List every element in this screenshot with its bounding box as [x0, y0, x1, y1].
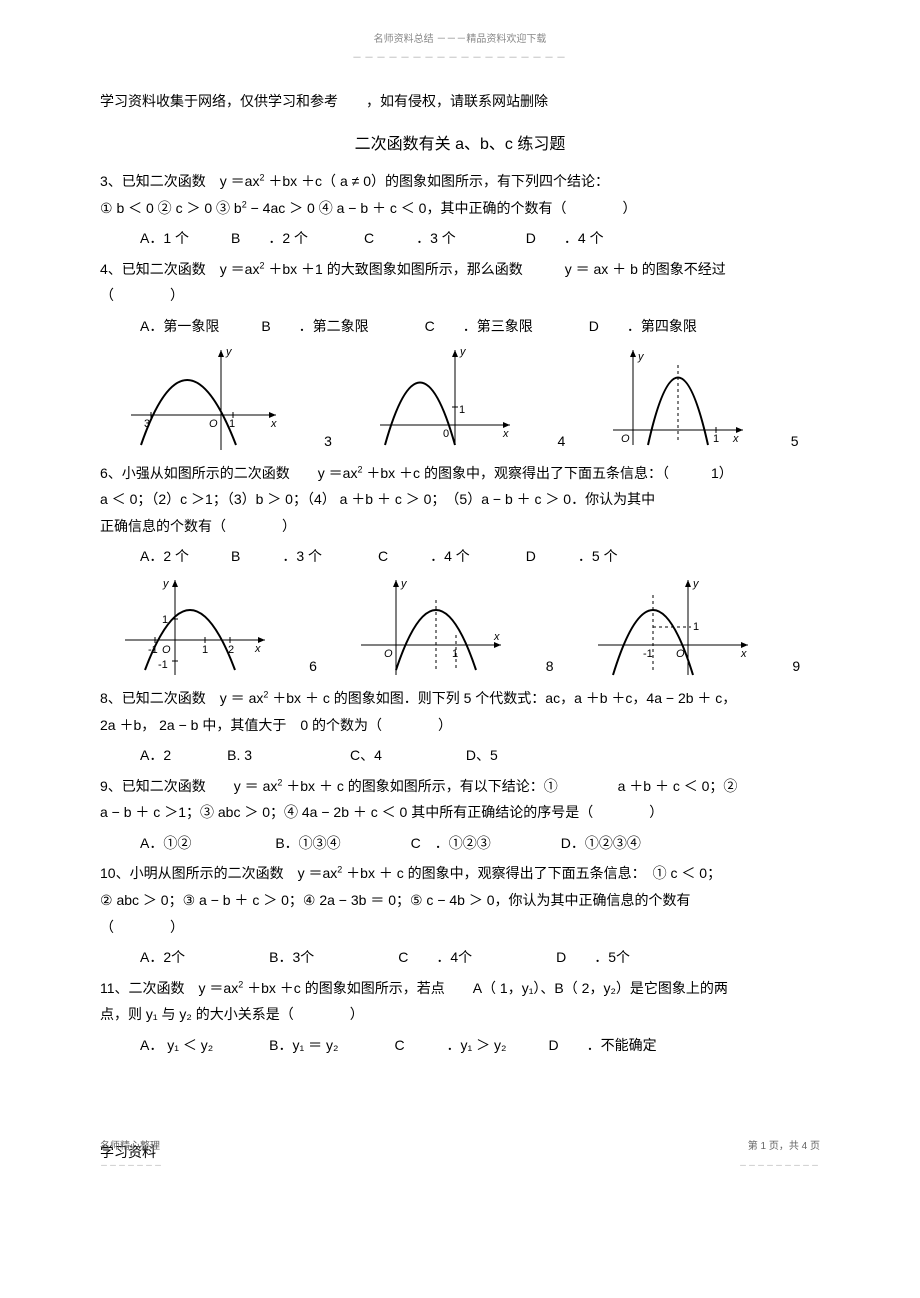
question-3: 3、已知二次函数 y ＝ax2 ＋bx ＋c（ a ≠ 0）的图象如图所示，有下…	[100, 168, 820, 221]
q4-text-c: （ ）	[100, 287, 184, 303]
q10-text-a: 10、小明从图所示的二次函数 y ＝ax	[100, 865, 337, 881]
chart-6-label: 6	[309, 653, 317, 680]
svg-text:O: O	[162, 644, 171, 656]
q3-text-a: 3、已知二次函数 y ＝ax	[100, 173, 259, 189]
q10-options: A．2个 B．3个 C ．4个 D ．5个	[100, 944, 820, 971]
svg-text:-1: -1	[158, 659, 168, 671]
q8-options: A．2 B. 3 C、4 D、5	[100, 742, 820, 769]
svg-text:1: 1	[713, 433, 719, 445]
copyright-notice: 学习资料收集于网络，仅供学习和参考 ，如有侵权，请联系网站删除	[100, 88, 820, 115]
chart-3-label: 3	[324, 428, 332, 455]
chart-5: y x O 1	[608, 345, 748, 455]
svg-text:O: O	[676, 648, 685, 660]
question-8: 8、已知二次函数 y ＝ ax2 ＋bx ＋ c 的图象如图．则下列 5 个代数…	[100, 685, 820, 738]
svg-text:x: x	[502, 428, 509, 440]
svg-text:x: x	[254, 643, 261, 655]
svg-text:1: 1	[202, 644, 208, 656]
q11-options: A． y₁ ＜ y₂ B．y₁ ＝ y₂ C ．y₁ ＞ y₂ D ．不能确定	[100, 1032, 820, 1059]
svg-text:2: 2	[228, 644, 234, 656]
header-dots: －－－－－－－－－－－－－－－－－－	[352, 53, 568, 64]
svg-text:-1: -1	[148, 644, 158, 656]
svg-text:x: x	[740, 648, 747, 660]
header-summary: 名师资料总结 －－－精品资料欢迎下载	[374, 34, 547, 45]
chart-4: y x 0 1	[375, 345, 515, 455]
q4-options: A．第一象限 B ．第二象限 C ．第三象限 D ．第四象限	[100, 313, 820, 340]
q8-text-a: 8、已知二次函数 y ＝ ax	[100, 690, 263, 706]
chart-9-label: 9	[792, 653, 800, 680]
svg-text:3: 3	[144, 418, 150, 430]
footer-right-dots: －－－－－－－－－	[739, 1161, 820, 1170]
chart-8: y x O 1	[356, 575, 506, 680]
q8-text-b: ＋bx ＋ c 的图象如图．则下列 5 个代数式：ac，a ＋b ＋c，4a −…	[268, 690, 736, 706]
q6-text-b: ＋bx ＋c 的图象中，观察得出了下面五条信息：（ 1）	[362, 465, 732, 481]
footer-left-dots: －－－－－－－	[100, 1161, 163, 1170]
svg-text:y: y	[459, 346, 467, 358]
svg-text:y: y	[225, 346, 233, 358]
q6-options: A．2 个 B ．3 个 C ．4 个 D ．5 个	[100, 543, 820, 570]
q11-text-b: ＋bx ＋c 的图象如图所示，若点 A（ 1，y₁）、B（ 2，y₂）是它图象上…	[243, 980, 728, 996]
q8-text-c: 2a ＋b， 2a − b 中，其值大于 0 的个数为（ ）	[100, 717, 452, 733]
footer-right: 第 1 页，共 4 页	[748, 1141, 820, 1152]
q6-text-a: 6、小强从如图所示的二次函数 y ＝ax	[100, 465, 357, 481]
q11-text-a: 11、二次函数 y ＝ax	[100, 980, 238, 996]
svg-text:y: y	[162, 578, 170, 590]
q3-options: A．1 个 B ．2 个 C ．3 个 D ．4 个	[100, 225, 820, 252]
page-footer: 名师精心整理 －－－－－－－ 第 1 页，共 4 页 －－－－－－－－－	[100, 1137, 820, 1175]
q4-text-b: ＋bx ＋1 的大致图象如图所示，那么函数 y ＝ ax ＋ b 的图象不经过	[264, 261, 725, 277]
svg-text:O: O	[209, 418, 218, 430]
chart-5-label: 5	[791, 428, 799, 455]
q9-text-c: a − b ＋ c ＞1；③ abc ＞ 0；④ 4a − 2b ＋ c ＜ 0…	[100, 804, 663, 820]
q9-text-b: ＋bx ＋ c 的图象如图所示，有以下结论：① a ＋b ＋ c ＜ 0；②	[282, 778, 737, 794]
svg-text:x: x	[493, 631, 500, 643]
svg-text:1: 1	[452, 648, 458, 660]
chart-4-label: 4	[557, 428, 565, 455]
svg-text:O: O	[384, 648, 393, 660]
svg-text:1: 1	[229, 418, 235, 430]
svg-text:x: x	[270, 418, 277, 430]
q4-text-a: 4、已知二次函数 y ＝ax	[100, 261, 259, 277]
page-header: 名师资料总结 －－－精品资料欢迎下载 －－－－－－－－－－－－－－－－－－	[100, 30, 820, 88]
chart-9: y x O -1 1	[593, 575, 753, 680]
svg-text:1: 1	[693, 621, 699, 633]
page-title: 二次函数有关 a、b、c 练习题	[100, 130, 820, 160]
q10-text-c: ② abc ＞ 0；③ a − b ＋ c ＞ 0；④ 2a − 3b ＝ 0；…	[100, 892, 691, 908]
svg-text:y: y	[400, 578, 408, 590]
svg-text:O: O	[621, 433, 630, 445]
q9-text-a: 9、已知二次函数 y ＝ ax	[100, 778, 277, 794]
svg-text:1: 1	[459, 404, 465, 416]
chart-row-2: y x O -1 1 2 1 -1 6 y x O 1	[100, 575, 820, 680]
q11-text-c: 点，则 y₁ 与 y₂ 的大小关系是（ ）	[100, 1006, 364, 1022]
question-9: 9、已知二次函数 y ＝ ax2 ＋bx ＋ c 的图象如图所示，有以下结论：①…	[100, 773, 820, 826]
question-6: 6、小强从如图所示的二次函数 y ＝ax2 ＋bx ＋c 的图象中，观察得出了下…	[100, 460, 820, 540]
q10-text-d: （ ）	[100, 919, 184, 935]
q3-text-d: − 4ac ＞ 0 ④ a − b ＋ c ＜ 0，其中正确的个数有（ ）	[247, 200, 637, 216]
chart-6: y x O -1 1 2 1 -1	[120, 575, 270, 680]
svg-text:x: x	[732, 433, 739, 445]
chart-8-label: 8	[546, 653, 554, 680]
svg-text:y: y	[692, 578, 700, 590]
q3-text-c: ① b ＜ 0 ② c ＞ 0 ③ b	[100, 200, 242, 216]
question-4: 4、已知二次函数 y ＝ax2 ＋bx ＋1 的大致图象如图所示，那么函数 y …	[100, 256, 820, 309]
q9-options: A．①② B．①③④ C ．①②③ D．①②③④	[100, 830, 820, 857]
q10-text-b: ＋bx ＋ c 的图象中，观察得出了下面五条信息： ① c ＜ 0；	[342, 865, 721, 881]
q6-text-c: a ＜ 0；（2）c ＞1；（3）b ＞ 0；（4） a ＋b ＋ c ＞ 0；…	[100, 491, 655, 507]
svg-text:y: y	[637, 351, 645, 363]
chart-3: y x 3 O 1	[121, 345, 281, 455]
question-11: 11、二次函数 y ＝ax2 ＋bx ＋c 的图象如图所示，若点 A（ 1，y₁…	[100, 975, 820, 1028]
svg-text:-1: -1	[643, 648, 653, 660]
svg-text:1: 1	[162, 614, 168, 626]
svg-text:0: 0	[443, 428, 449, 440]
footer-left: 名师精心整理	[100, 1141, 160, 1152]
q3-text-b: ＋bx ＋c（ a ≠ 0）的图象如图所示，有下列四个结论：	[264, 173, 609, 189]
question-10: 10、小明从图所示的二次函数 y ＝ax2 ＋bx ＋ c 的图象中，观察得出了…	[100, 860, 820, 940]
chart-row-1: y x 3 O 1 3 y x 0 1 4	[100, 345, 820, 455]
q6-text-d: 正确信息的个数有（ ）	[100, 518, 296, 534]
